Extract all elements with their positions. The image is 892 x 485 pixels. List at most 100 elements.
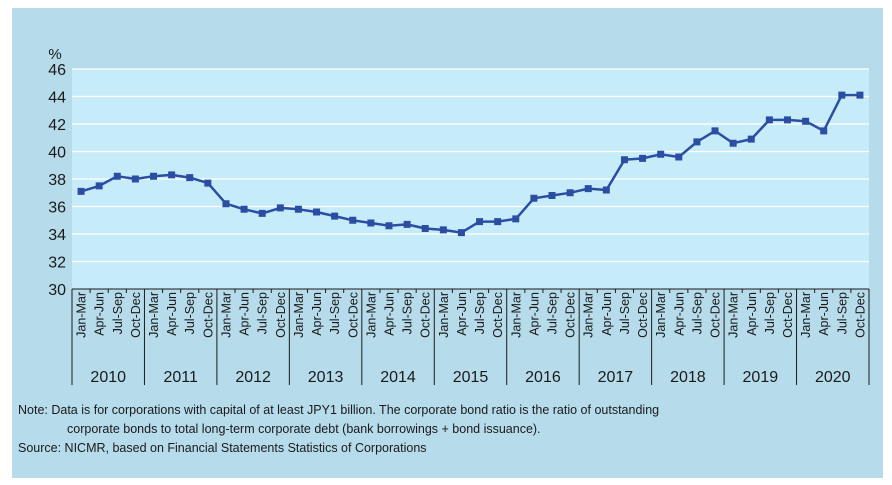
data-point [113, 172, 121, 180]
quarter-label: Jul-Sep [690, 292, 704, 334]
data-point [729, 139, 737, 147]
quarter-label: Jan-Mar [727, 292, 741, 338]
data-point [403, 220, 411, 228]
note-line-1: Note: Data is for corporations with capi… [18, 403, 660, 417]
quarter-label: Oct-Dec [491, 292, 505, 338]
quarter-label: Oct-Dec [274, 292, 288, 338]
data-point [639, 154, 647, 162]
data-point [150, 172, 158, 180]
quarter-label: Oct-Dec [129, 292, 143, 338]
quarter-label: Apr-Jun [745, 292, 759, 336]
data-point [675, 153, 683, 161]
y-tick-label: 40 [48, 145, 66, 162]
data-point [313, 208, 321, 216]
data-point [240, 205, 248, 213]
data-point [367, 219, 375, 227]
data-point [856, 91, 864, 99]
quarter-label: Jan-Mar [654, 292, 668, 338]
quarter-label: Jul-Sep [328, 292, 342, 334]
quarter-label: Jan-Mar [799, 292, 813, 338]
quarter-label: Apr-Jun [455, 292, 469, 336]
data-point [530, 194, 538, 202]
data-point [222, 200, 230, 208]
data-point [584, 185, 592, 193]
quarter-label: Apr-Jun [310, 292, 324, 336]
quarter-label: Jul-Sep [473, 292, 487, 334]
year-label: 2017 [598, 369, 634, 386]
year-label: 2014 [380, 369, 416, 386]
quarter-label: Jan-Mar [437, 292, 451, 338]
data-point [186, 174, 194, 182]
data-point [765, 116, 773, 124]
data-point [258, 209, 266, 217]
data-point [566, 189, 574, 197]
quarter-label: Jan-Mar [219, 292, 233, 338]
data-point [548, 192, 556, 199]
y-tick-label: 46 [48, 62, 66, 79]
quarter-label: Oct-Dec [636, 292, 650, 338]
note-line-2: corporate bonds to total long-term corpo… [67, 422, 541, 436]
data-point [693, 138, 701, 146]
data-point [439, 226, 447, 234]
y-tick-label: 42 [48, 117, 66, 134]
year-label: 2020 [815, 369, 851, 386]
data-point [620, 156, 628, 164]
quarter-label: Oct-Dec [709, 292, 723, 338]
data-point [783, 116, 791, 124]
data-point [457, 229, 465, 237]
quarter-label: Apr-Jun [382, 292, 396, 336]
quarter-label: Oct-Dec [781, 292, 795, 338]
data-point [77, 187, 85, 195]
quarter-label: Jul-Sep [256, 292, 270, 334]
quarter-label: Oct-Dec [201, 292, 215, 338]
quarter-label: Apr-Jun [238, 292, 252, 336]
quarter-label: Oct-Dec [853, 292, 867, 338]
y-tick-label: 38 [48, 172, 66, 189]
year-label: 2012 [235, 369, 271, 386]
quarter-label: Apr-Jun [672, 292, 686, 336]
y-tick-label: 36 [48, 200, 66, 217]
year-label: 2015 [453, 369, 489, 386]
quarter-label: Jul-Sep [618, 292, 632, 334]
data-point [331, 212, 339, 220]
data-point [385, 222, 393, 230]
year-label: 2010 [90, 369, 126, 386]
data-point [838, 91, 846, 99]
year-label: 2011 [163, 369, 198, 386]
data-point [294, 205, 302, 213]
data-point [657, 150, 665, 158]
year-label: 2013 [308, 369, 344, 386]
quarter-label: Jan-Mar [147, 292, 161, 338]
quarter-label: Jul-Sep [835, 292, 849, 334]
year-label: 2019 [743, 369, 779, 386]
data-point [349, 216, 357, 224]
data-point [168, 171, 176, 179]
quarter-label: Oct-Dec [419, 292, 433, 338]
quarter-label: Jan-Mar [509, 292, 523, 338]
data-point [512, 215, 520, 223]
quarter-label: Apr-Jun [165, 292, 179, 336]
quarter-label: Jul-Sep [546, 292, 560, 334]
quarter-label: Jan-Mar [364, 292, 378, 338]
data-point [747, 135, 755, 143]
y-axis-unit: % [48, 46, 61, 63]
data-point [711, 127, 719, 135]
data-point [802, 117, 810, 125]
quarter-label: Apr-Jun [600, 292, 614, 336]
y-tick-label: 44 [48, 90, 66, 107]
data-point [820, 127, 828, 135]
quarter-label: Oct-Dec [346, 292, 360, 338]
quarter-label: Apr-Jun [527, 292, 541, 336]
data-point [421, 225, 429, 232]
data-point [602, 186, 610, 194]
data-point [476, 218, 484, 226]
quarter-label: Jan-Mar [75, 292, 89, 338]
quarter-label: Jul-Sep [401, 292, 415, 334]
line-chart: 30 32 34 36 38 40 42 44 46% Jan-Mar Apr-Jun Jul-Sep… [48, 46, 870, 386]
quarter-label: Jan-Mar [582, 292, 596, 338]
quarter-label: Apr-Jun [817, 292, 831, 336]
quarter-label: Jul-Sep [183, 292, 197, 334]
y-tick-label: 34 [48, 227, 66, 244]
chart-panel: 30 32 34 36 38 40 42 44 46% Jan-Mar Apr-Jun Jul-Sep… [12, 8, 883, 478]
year-label: 2016 [525, 369, 561, 386]
